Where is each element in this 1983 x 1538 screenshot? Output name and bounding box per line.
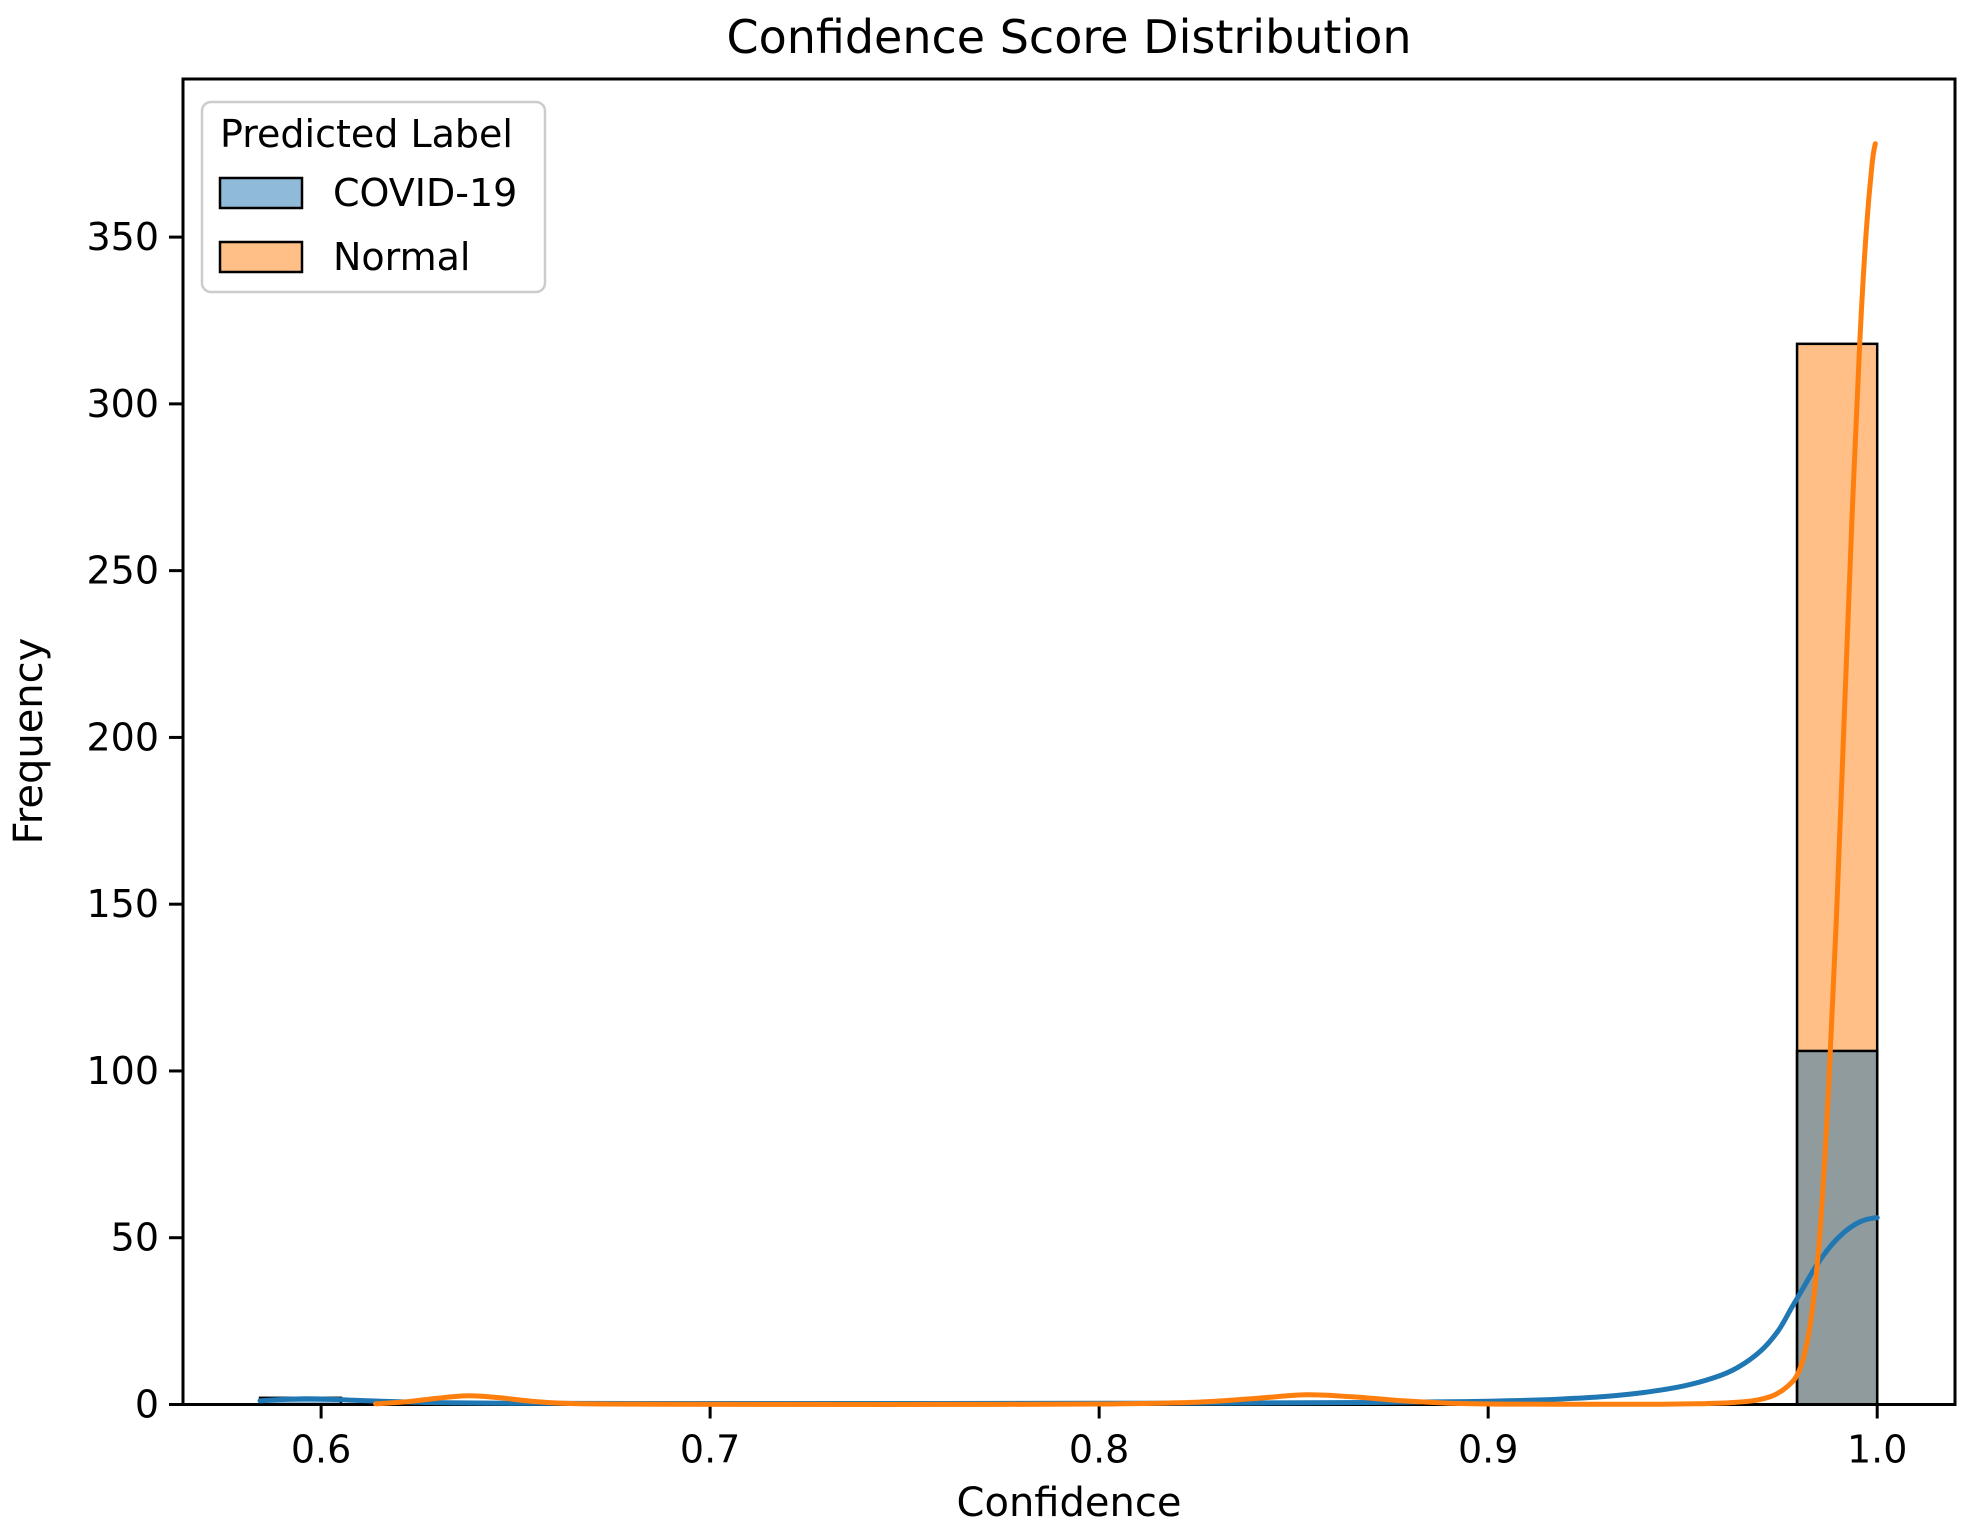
plot-area: 0.6 0.7 0.8 0.9 1.0 0 50 100 150 200 250 300 350 (86, 77, 1957, 1472)
y-tick-label: 300 (86, 382, 159, 426)
kde-curve-normal (373, 141, 1878, 1407)
legend-label-covid19: COVID-19 (333, 171, 517, 215)
y-tick-label: 150 (86, 882, 159, 926)
y-tick-label: 250 (86, 549, 159, 593)
x-tick-label: 0.9 (1458, 1428, 1518, 1472)
y-tick-label: 100 (86, 1049, 159, 1093)
x-tick-label: 1.0 (1847, 1428, 1907, 1472)
legend: Predicted Label COVID-19 Normal (200, 100, 547, 294)
x-tick-label: 0.6 (291, 1428, 351, 1472)
x-axis-label: Confidence (957, 1480, 1182, 1526)
x-tick-label: 0.8 (1069, 1428, 1129, 1472)
x-tick-label: 0.7 (680, 1428, 740, 1472)
legend-title: Predicted Label (220, 112, 513, 156)
y-tick-label: 0 (135, 1383, 159, 1427)
legend-swatch-normal (218, 240, 304, 274)
histogram-bar-covid-19 (1795, 1049, 1879, 1406)
legend-swatch-covid19 (218, 176, 304, 210)
legend-label-normal: Normal (333, 235, 471, 279)
y-axis-label: Frequency (6, 638, 52, 845)
kde-curve-covid-19 (257, 1215, 1880, 1407)
y-tick-label: 50 (111, 1216, 159, 1260)
y-tick-label: 350 (86, 215, 159, 259)
y-tick-label: 200 (86, 715, 159, 759)
chart-title: Confidence Score Distribution (726, 10, 1411, 64)
